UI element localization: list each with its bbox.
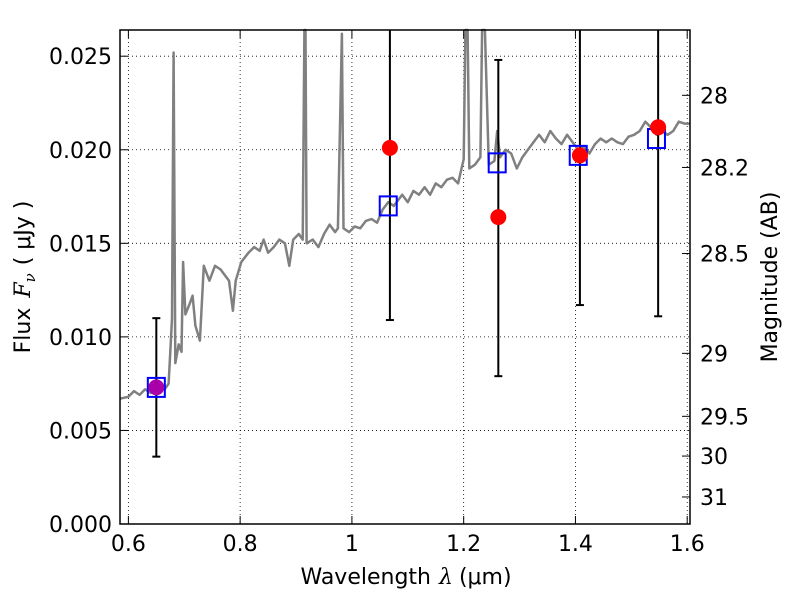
y-axis-label: Flux Fν ( μJy ) bbox=[11, 201, 39, 354]
y-tick-label: 0.020 bbox=[49, 139, 112, 164]
observed-flux-point bbox=[490, 209, 507, 226]
y-axis-label-subscript: ν bbox=[21, 273, 39, 282]
observed-flux-point bbox=[571, 147, 588, 164]
y2-axis-label: Magnitude (AB) bbox=[758, 192, 783, 363]
spectrum-layer bbox=[119, 28, 690, 400]
x-tick-label: 0.6 bbox=[111, 532, 146, 557]
y-tick-label: 0.010 bbox=[49, 326, 112, 351]
y-axis-label-symbol: F bbox=[11, 282, 36, 299]
x-tick-label: 1.6 bbox=[670, 532, 705, 557]
y2-tick-label: 28.2 bbox=[700, 156, 749, 181]
y-tick-label: 0.005 bbox=[49, 419, 112, 444]
plot-frame bbox=[119, 29, 691, 525]
y-axis-label-text: Flux bbox=[11, 308, 36, 354]
x-tick-label: 1 bbox=[345, 532, 359, 557]
x-tick-label: 0.8 bbox=[223, 532, 258, 557]
y2-tick-label: 31 bbox=[700, 486, 728, 511]
y2-tick-label: 29.5 bbox=[700, 405, 749, 430]
x-axis-label-symbol: λ bbox=[438, 565, 453, 590]
model-photometry-square bbox=[378, 195, 398, 217]
x-tick-label: 1.4 bbox=[558, 532, 593, 557]
x-axis-label-unit: (μm) bbox=[459, 565, 512, 590]
spectrum-line bbox=[119, 28, 690, 400]
y2-tick-label: 28 bbox=[700, 84, 728, 109]
y-axis-label-unit: ( μJy ) bbox=[11, 201, 36, 266]
observed-flux-point bbox=[381, 139, 398, 156]
y2-tick-label: 29 bbox=[700, 342, 728, 367]
model-photometry-square bbox=[146, 376, 166, 398]
x-axis-label: Wavelength λ (μm) bbox=[300, 565, 511, 590]
error-bar bbox=[654, 30, 663, 318]
grid bbox=[120, 30, 690, 525]
y-tick-label: 0.025 bbox=[49, 45, 112, 70]
axis-ticks: 0.6 0.8 1 1.2 1.4 1.6 0.000 0.005 0.010 0.015 0.02… bbox=[49, 30, 749, 557]
y2-tick-label: 30 bbox=[700, 445, 728, 470]
y-tick-label: 0.015 bbox=[49, 232, 112, 257]
y2-tick-label: 28.5 bbox=[700, 243, 749, 268]
x-axis-label-text: Wavelength bbox=[300, 565, 431, 590]
model-photometry-square bbox=[487, 152, 507, 174]
y-tick-label: 0.000 bbox=[49, 513, 112, 538]
error-bars bbox=[152, 30, 663, 458]
data-markers bbox=[146, 119, 667, 398]
error-bar bbox=[575, 30, 584, 307]
observed-flux-point bbox=[148, 379, 165, 396]
error-bar bbox=[385, 30, 394, 322]
x-tick-label: 1.2 bbox=[446, 532, 481, 557]
observed-flux-point bbox=[650, 119, 667, 136]
